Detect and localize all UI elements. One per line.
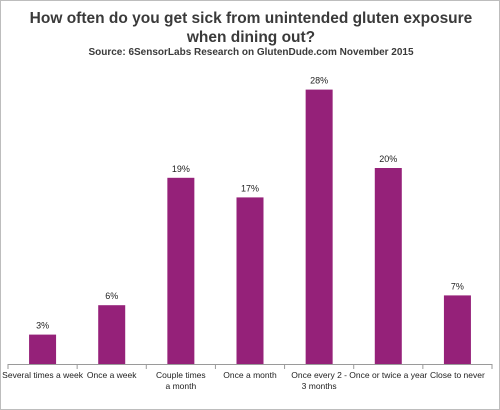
category-labels-group: Several times a week Once a week Couple ti… xyxy=(2,370,485,391)
bar-0 xyxy=(29,334,57,364)
chart-title: How often do you get sick from unintende… xyxy=(29,10,473,46)
value-label-2: 19% xyxy=(172,164,190,174)
bar-4 xyxy=(305,89,333,364)
category-label-1: Once a week xyxy=(87,370,137,380)
bars-group xyxy=(29,89,471,364)
category-label-6: Close to never xyxy=(430,370,485,380)
bar-6 xyxy=(443,295,471,364)
bar-1 xyxy=(98,305,126,364)
category-label-0: Several times a week xyxy=(2,370,84,380)
bar-5 xyxy=(374,168,402,364)
value-label-3: 17% xyxy=(241,183,259,193)
x-axis-ticks xyxy=(7,364,493,369)
category-label-5: Once or twice a year xyxy=(349,370,427,380)
value-label-1: 6% xyxy=(105,291,118,301)
category-label-2: Couple times a month xyxy=(156,370,206,391)
category-label-3: Once a month xyxy=(223,370,277,380)
value-label-6: 7% xyxy=(451,281,464,291)
value-label-5: 20% xyxy=(379,154,397,164)
value-labels-group: 3% 6% 19% 17% 28% 20% 7% xyxy=(36,76,464,331)
value-label-4: 28% xyxy=(310,76,328,86)
value-label-0: 3% xyxy=(36,321,49,331)
category-label-4: Once every 2 -3 months xyxy=(291,370,347,391)
bar-2 xyxy=(167,177,195,364)
bar-3 xyxy=(236,197,264,364)
chart-subtitle: Source: 6SensorLabs Research on GlutenDu… xyxy=(88,47,414,58)
